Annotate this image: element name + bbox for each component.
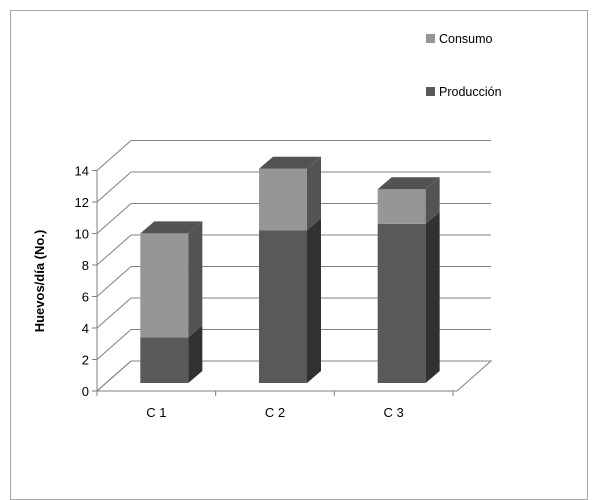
bar-segment <box>377 211 440 383</box>
axes: 0 2 4 6 8 10 12 14 C 1 C 2 C 3 <box>75 164 454 420</box>
y-tick-label: 6 <box>82 290 89 305</box>
legend: Consumo Producción <box>426 32 502 99</box>
legend-label: Producción <box>439 85 502 99</box>
bar-front <box>259 230 307 383</box>
bar-side <box>307 218 321 383</box>
y-tick-label: 14 <box>75 164 89 179</box>
bar-front <box>377 223 426 383</box>
bar-top <box>377 177 440 190</box>
bar-front <box>377 189 426 224</box>
bar-segment <box>140 221 203 338</box>
stacked-3d-bar-chart: 0 2 4 6 8 10 12 14 C 1 C 2 C 3 Consumo Producción H… <box>32 32 502 420</box>
legend-swatch <box>426 87 435 96</box>
y-axis-label: Huevos/día (No.) <box>32 230 47 333</box>
bar-segment <box>259 156 321 231</box>
gridline-side <box>96 329 132 360</box>
legend-item: Consumo <box>426 32 493 46</box>
bar-segment <box>259 218 321 383</box>
gridline-side <box>96 266 132 297</box>
bar-segment <box>377 177 440 224</box>
bar-side <box>425 177 440 224</box>
y-tick-label: 4 <box>82 321 89 336</box>
gridline-side <box>96 140 132 171</box>
y-tick-label: 8 <box>82 258 89 273</box>
bar-front <box>140 233 189 338</box>
bar-segment <box>140 325 203 383</box>
gridline-side <box>96 203 132 234</box>
bar-side <box>307 156 321 231</box>
bar-side <box>188 325 203 383</box>
bars <box>140 156 440 383</box>
x-tick-label: C 1 <box>146 405 166 420</box>
legend-label: Consumo <box>439 32 493 46</box>
bar-side <box>188 221 203 338</box>
bar-top <box>259 156 321 169</box>
y-tick-label: 12 <box>75 195 89 210</box>
legend-item: Producción <box>426 85 502 99</box>
x-tick-label: C 3 <box>384 405 404 420</box>
gridline-side <box>96 297 132 329</box>
gridline-side <box>96 360 132 392</box>
x-tick-label: C 2 <box>265 405 285 420</box>
bar-top <box>140 221 203 234</box>
legend-swatch <box>426 34 435 43</box>
bar-front <box>140 337 189 383</box>
gridline-side <box>96 171 132 203</box>
bar-side <box>425 211 440 383</box>
y-tick-label: 2 <box>82 353 89 368</box>
gridline-side <box>96 234 132 266</box>
chart-frame: 0 2 4 6 8 10 12 14 C 1 C 2 C 3 Consumo Producción H… <box>10 10 588 500</box>
bar-front <box>259 168 307 231</box>
y-tick-label: 0 <box>82 384 89 399</box>
y-tick-label: 10 <box>75 227 89 242</box>
